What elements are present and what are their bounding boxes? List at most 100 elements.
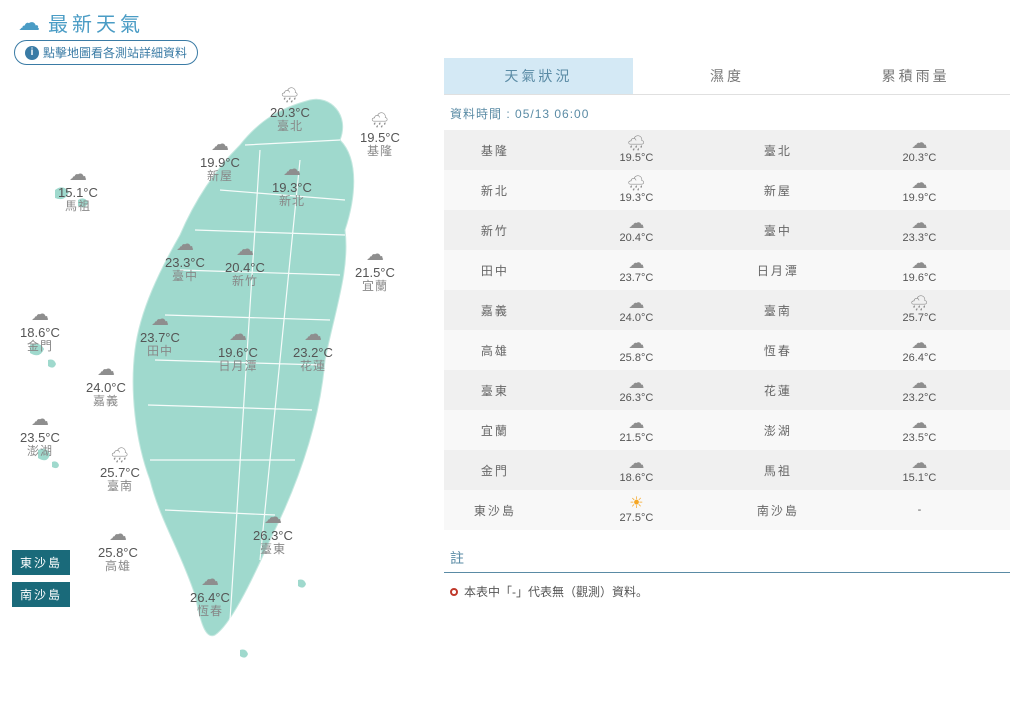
- station-name-cell[interactable]: 金門: [444, 450, 546, 490]
- map-station[interactable]: 15.1°C馬祖: [58, 165, 98, 213]
- station-temp: 19.6°C: [218, 346, 258, 360]
- station-name: 臺北: [270, 120, 310, 133]
- tab-1[interactable]: 濕度: [633, 58, 822, 94]
- station-temp: 19.5°C: [360, 131, 400, 145]
- station-name-cell[interactable]: 高雄: [444, 330, 546, 370]
- station-name-cell[interactable]: 田中: [444, 250, 546, 290]
- dongsha-button[interactable]: 東沙島: [12, 550, 70, 575]
- station-temp: 25.7°C: [833, 312, 1006, 324]
- station-name-cell[interactable]: 馬祖: [727, 450, 829, 490]
- station-name: 日月潭: [218, 360, 258, 373]
- sun-icon: [550, 496, 723, 512]
- map-station[interactable]: 21.5°C宜蘭: [355, 245, 395, 293]
- cloud-icon: [550, 256, 723, 272]
- map-station[interactable]: 25.7°C臺南: [100, 445, 140, 493]
- station-name: 田中: [140, 345, 180, 358]
- map-station[interactable]: 26.4°C恆春: [190, 570, 230, 618]
- table-row: 高雄25.8°C恆春26.4°C: [444, 330, 1010, 370]
- station-value-cell: 26.4°C: [829, 330, 1010, 370]
- map-station[interactable]: 19.6°C日月潭: [218, 325, 258, 373]
- station-value-cell: 27.5°C: [546, 490, 727, 530]
- station-value-cell: 26.3°C: [546, 370, 727, 410]
- cloud-icon: [253, 508, 293, 528]
- cloud-icon: [58, 165, 98, 185]
- map-station[interactable]: 25.8°C高雄: [98, 525, 138, 573]
- station-temp: 23.5°C: [20, 431, 60, 445]
- station-value-cell: 23.7°C: [546, 250, 727, 290]
- table-row: 臺東26.3°C花蓮 23.2°C: [444, 370, 1010, 410]
- station-temp: 27.5°C: [550, 512, 723, 524]
- station-name-cell[interactable]: 花蓮: [727, 370, 829, 410]
- station-value-cell: 18.6°C: [546, 450, 727, 490]
- cloud-icon: [833, 216, 1006, 232]
- station-temp: -: [833, 504, 1006, 516]
- cloud-icon: [272, 160, 312, 180]
- station-temp: 15.1°C: [833, 472, 1006, 484]
- station-temp: 23.7°C: [140, 331, 180, 345]
- map-station[interactable]: 19.9°C新屋: [200, 135, 240, 183]
- station-name: 新北: [272, 195, 312, 208]
- station-name-cell[interactable]: 臺中: [727, 210, 829, 250]
- cloud-icon: [550, 336, 723, 352]
- note-line: 本表中「-」代表無（觀測）資料。: [444, 573, 1010, 610]
- station-name-cell[interactable]: 新屋: [727, 170, 829, 210]
- rain-icon: [833, 296, 1006, 312]
- station-name-cell[interactable]: 日月潭: [727, 250, 829, 290]
- map-station[interactable]: 23.2°C花蓮: [293, 325, 333, 373]
- station-name: 嘉義: [86, 395, 126, 408]
- station-value-cell: 20.4°C: [546, 210, 727, 250]
- data-panel: 天氣狀況濕度累積雨量 資料時間 : 05/13 06:00 基隆19.5°C臺北…: [430, 0, 1024, 703]
- map-station[interactable]: 18.6°C金門: [20, 305, 60, 353]
- cloud-icon: [218, 325, 258, 345]
- station-name-cell[interactable]: 臺東: [444, 370, 546, 410]
- station-temp: 18.6°C: [550, 472, 723, 484]
- cloud-icon: [550, 296, 723, 312]
- map-station[interactable]: 23.5°C澎湖: [20, 410, 60, 458]
- station-temp: 15.1°C: [58, 186, 98, 200]
- map-station[interactable]: 20.4°C新竹: [225, 240, 265, 288]
- station-temp: 23.3°C: [165, 256, 205, 270]
- station-name: 恆春: [190, 605, 230, 618]
- station-name-cell[interactable]: 宜蘭: [444, 410, 546, 450]
- station-name-cell[interactable]: 臺南: [727, 290, 829, 330]
- station-name-cell[interactable]: 新北: [444, 170, 546, 210]
- nansha-button[interactable]: 南沙島: [12, 582, 70, 607]
- station-name: 臺南: [100, 480, 140, 493]
- bullet-icon: [450, 588, 458, 596]
- cloud-icon: [833, 256, 1006, 272]
- map-station[interactable]: 26.3°C臺東: [253, 508, 293, 556]
- weather-table: 基隆19.5°C臺北20.3°C新北19.3°C新屋19.9°C新竹20.4°C…: [444, 130, 1010, 530]
- station-value-cell: 21.5°C: [546, 410, 727, 450]
- cloud-icon: [140, 310, 180, 330]
- station-temp: 21.5°C: [550, 432, 723, 444]
- station-name-cell[interactable]: 南沙島: [727, 490, 829, 530]
- station-value-cell: 23.5°C: [829, 410, 1010, 450]
- station-temp: 19.6°C: [833, 272, 1006, 284]
- rain-icon: [550, 136, 723, 152]
- station-temp: 19.9°C: [200, 156, 240, 170]
- cloud-icon: [225, 240, 265, 260]
- station-name: 新竹: [225, 275, 265, 288]
- map-station[interactable]: 19.5°C基隆: [360, 110, 400, 158]
- data-time-value: 05/13 06:00: [515, 107, 589, 121]
- map-station[interactable]: 23.3°C臺中: [165, 235, 205, 283]
- map-station[interactable]: 24.0°C嘉義: [86, 360, 126, 408]
- station-name-cell[interactable]: 臺北: [727, 130, 829, 170]
- map-station[interactable]: 23.7°C田中: [140, 310, 180, 358]
- map-station[interactable]: 20.3°C臺北: [270, 85, 310, 133]
- station-name-cell[interactable]: 新竹: [444, 210, 546, 250]
- station-name-cell[interactable]: 澎湖: [727, 410, 829, 450]
- map-station[interactable]: 19.3°C新北: [272, 160, 312, 208]
- tab-2[interactable]: 累積雨量: [821, 58, 1010, 94]
- tab-0[interactable]: 天氣狀況: [444, 58, 633, 94]
- station-temp: 25.8°C: [98, 546, 138, 560]
- station-value-cell: 15.1°C: [829, 450, 1010, 490]
- station-name-cell[interactable]: 恆春: [727, 330, 829, 370]
- station-name-cell[interactable]: 嘉義: [444, 290, 546, 330]
- station-name-cell[interactable]: 基隆: [444, 130, 546, 170]
- note-text: 本表中「-」代表無（觀測）資料。: [464, 583, 648, 600]
- station-value-cell: 23.2°C: [829, 370, 1010, 410]
- station-temp: 23.2°C: [833, 392, 1006, 404]
- station-name-cell[interactable]: 東沙島: [444, 490, 546, 530]
- rain-icon: [550, 176, 723, 192]
